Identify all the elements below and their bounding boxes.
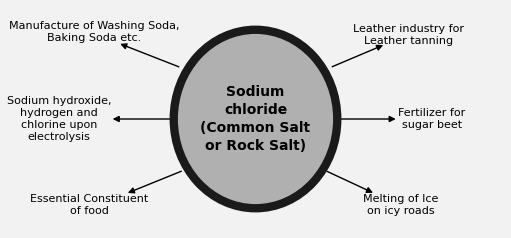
Text: Manufacture of Washing Soda,
Baking Soda etc.: Manufacture of Washing Soda, Baking Soda… (9, 21, 180, 43)
Text: Sodium hydroxide,
hydrogen and
chlorine upon
electrolysis: Sodium hydroxide, hydrogen and chlorine … (7, 96, 111, 142)
Text: Sodium
chloride
(Common Salt
or Rock Salt): Sodium chloride (Common Salt or Rock Sal… (200, 85, 311, 153)
Text: Melting of Ice
on icy roads: Melting of Ice on icy roads (363, 194, 439, 216)
Text: Fertilizer for
sugar beet: Fertilizer for sugar beet (398, 108, 466, 130)
Text: Essential Constituent
of food: Essential Constituent of food (30, 194, 149, 216)
Text: Leather industry for
Leather tanning: Leather industry for Leather tanning (353, 24, 464, 45)
Ellipse shape (174, 30, 337, 208)
